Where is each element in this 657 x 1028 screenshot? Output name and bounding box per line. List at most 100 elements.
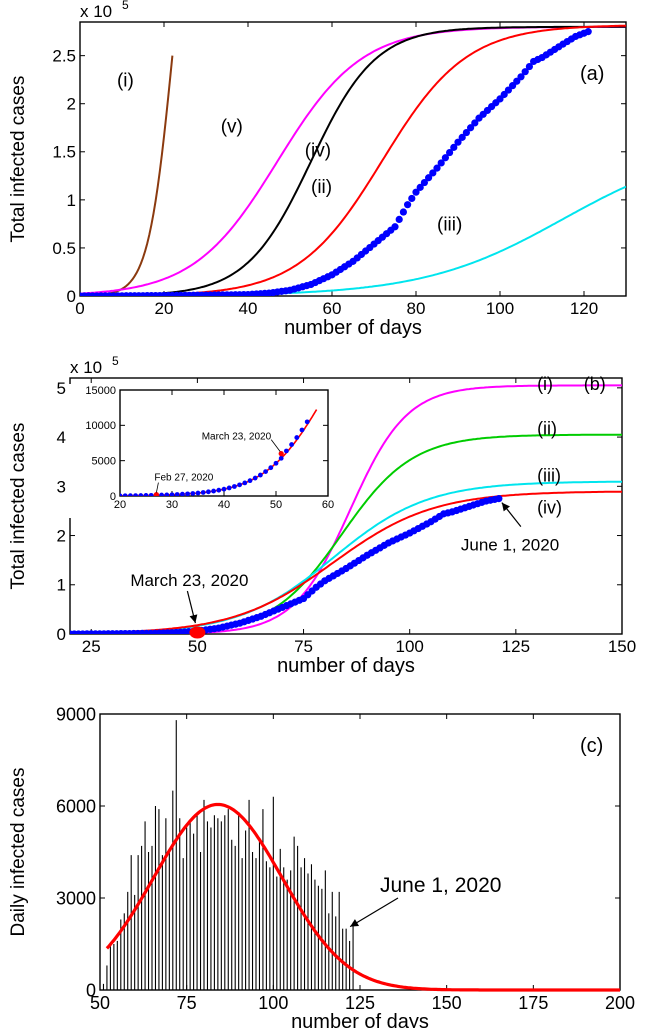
panel-b-inset-march-marker [278, 451, 284, 457]
panel-b-inset: 20 30 40 50 60 0 5000 10000 15000 March 23, 2020 F… [68, 384, 336, 518]
panel-c-ytick-label: 9000 [56, 704, 96, 724]
panel-a-data-point [391, 223, 399, 231]
panel-b-inset-ytick-label: 5000 [92, 456, 116, 468]
panel-b-june-arrow-head [501, 502, 510, 512]
panel-a-data-point [446, 148, 454, 157]
panel-b-inset-xtick-label: 60 [322, 499, 334, 511]
panel-a-ytick-label: 2 [67, 95, 76, 114]
panel-a-data-point [458, 133, 466, 141]
panel-b-inset-data-point [195, 490, 201, 496]
panel-b-inset-data-point [169, 492, 175, 496]
panel-b-inset-march-callout: March 23, 2020 [202, 432, 272, 443]
panel-b-ytick-label: 1 [57, 576, 66, 595]
panel-b-ytick-label: 0 [57, 625, 66, 644]
panel-c-xtick-label: 150 [432, 993, 462, 1013]
panel-b-inset-data-point [148, 492, 154, 496]
panel-a-xtick-label: 120 [570, 299, 598, 318]
panel-a-data-point [399, 208, 407, 216]
panel-b-inset-data-point [221, 486, 227, 492]
panel-b-inset-data-point [206, 489, 211, 495]
panel-b-inset-data-point [174, 492, 180, 496]
panel-b-inset-data-point [128, 493, 133, 496]
panel-c-xtick-label: 50 [90, 993, 110, 1013]
panel-b-inset-data-point [289, 442, 294, 447]
panel-c-ytick-label: 3000 [56, 888, 96, 908]
panel-b-inset-data-point [304, 419, 310, 425]
panel-a-ytick-label: 0 [67, 287, 76, 306]
panel-a-data-point [441, 154, 449, 162]
panel-b-xtick-label: 125 [502, 637, 530, 656]
panel-a-data-point [425, 174, 433, 182]
panel-b-inset-data-point [138, 493, 144, 496]
panel-a-data-point [517, 73, 525, 81]
panel-b-ytick-label: 5 [57, 379, 66, 398]
panel-b-inset-data-point [232, 484, 237, 489]
panel-b-march-callout: March 23, 2020 [130, 571, 248, 590]
panel-b-inset-feb-callout: Feb 27, 2020 [154, 473, 213, 484]
panel-b-inset-data-point [268, 465, 274, 471]
panel-a-xtick-label: 80 [407, 299, 426, 318]
panel-c-xtick-label: 100 [258, 993, 288, 1013]
panel-a-data-point [471, 119, 479, 127]
panel-a-xtick-label: 40 [239, 299, 258, 318]
panel-b-curve-label: (i) [537, 374, 553, 394]
panel-b-inset-data-point [247, 478, 253, 484]
panel-b-xtick-label: 100 [396, 637, 424, 656]
panel-a-data-point [450, 143, 458, 151]
panel-a-xtick-label: 60 [323, 299, 342, 318]
panel-a-data-point [416, 183, 424, 191]
panel-b-inset-data-point [299, 427, 305, 433]
panel-a-series-line-0 [80, 55, 174, 296]
panel-b-inset-data-point [294, 435, 300, 440]
panel-a-data-point [437, 159, 445, 167]
panel-b-curve-label: (iv) [537, 497, 562, 517]
panel-a-curve-label: (iii) [437, 215, 462, 236]
panel-b-inset-data-point [164, 492, 170, 496]
panel-b-inset-data-point [190, 491, 196, 496]
panel-b-inset-xtick-label: 30 [166, 499, 178, 511]
panel-b-inset-bg [68, 384, 336, 518]
panel-c-xtick-label: 200 [605, 993, 635, 1013]
panel-a-curve-label: (iv) [305, 141, 331, 162]
panel-b-march-arrow-head [189, 614, 198, 624]
panel-a-data-point [467, 124, 475, 132]
panel-c-june-callout: June 1, 2020 [380, 874, 501, 897]
panel-a-label: (a) [580, 63, 604, 85]
panel-a-data-point [408, 194, 416, 203]
panel-b-inset-data-point [278, 455, 284, 461]
panel-a-curve-label: (v) [221, 117, 243, 138]
panel-b-inset-feb-arrow [156, 482, 159, 493]
panel-b-inset-data-point [200, 490, 206, 495]
panel-a-ytick-label: 2.5 [52, 47, 76, 66]
panel-b-inset-data-point [133, 493, 138, 496]
panel-b-inset-data-point [226, 485, 232, 491]
panel-a-data-point [521, 68, 529, 76]
panel-b-inset-data-point [143, 493, 149, 496]
panel-b-inset-ytick-label: 10000 [85, 420, 116, 432]
panel-a-data-point [525, 62, 534, 71]
panel-b-inset-xtick-label: 20 [114, 499, 126, 511]
panel-b-series-line-3 [70, 490, 622, 634]
panel-c-label: (c) [580, 735, 603, 757]
panel-b-xtick-label: 150 [608, 637, 636, 656]
panel-b-ytick-label: 2 [57, 526, 66, 545]
panel-b-inset-feb-marker [153, 491, 159, 496]
panel-c-xlabel: number of days [291, 1011, 429, 1028]
panel-b-inset-data-point [159, 492, 164, 496]
panel-b-data-point [495, 495, 503, 503]
panel-b-inset-data-point [273, 460, 279, 466]
panel-a-curve-label: (i) [117, 70, 134, 91]
panel-c-fit-line [105, 802, 620, 992]
panel-b-multiplier-exp: 5 [112, 354, 119, 368]
panel-a-data-point [420, 178, 428, 187]
panel-b-inset-data-point [211, 488, 217, 494]
panel-a-multiplier-exp: 5 [122, 0, 129, 12]
panel-b-inset-data-point [237, 482, 243, 488]
panel-b-inset-data-point [122, 493, 128, 496]
panel-b-xtick-label: 25 [82, 637, 101, 656]
panel-b-june-callout: June 1, 2020 [461, 536, 559, 555]
panel-a-data-point [404, 201, 412, 209]
panel-b-ytick-label: 3 [57, 477, 66, 496]
